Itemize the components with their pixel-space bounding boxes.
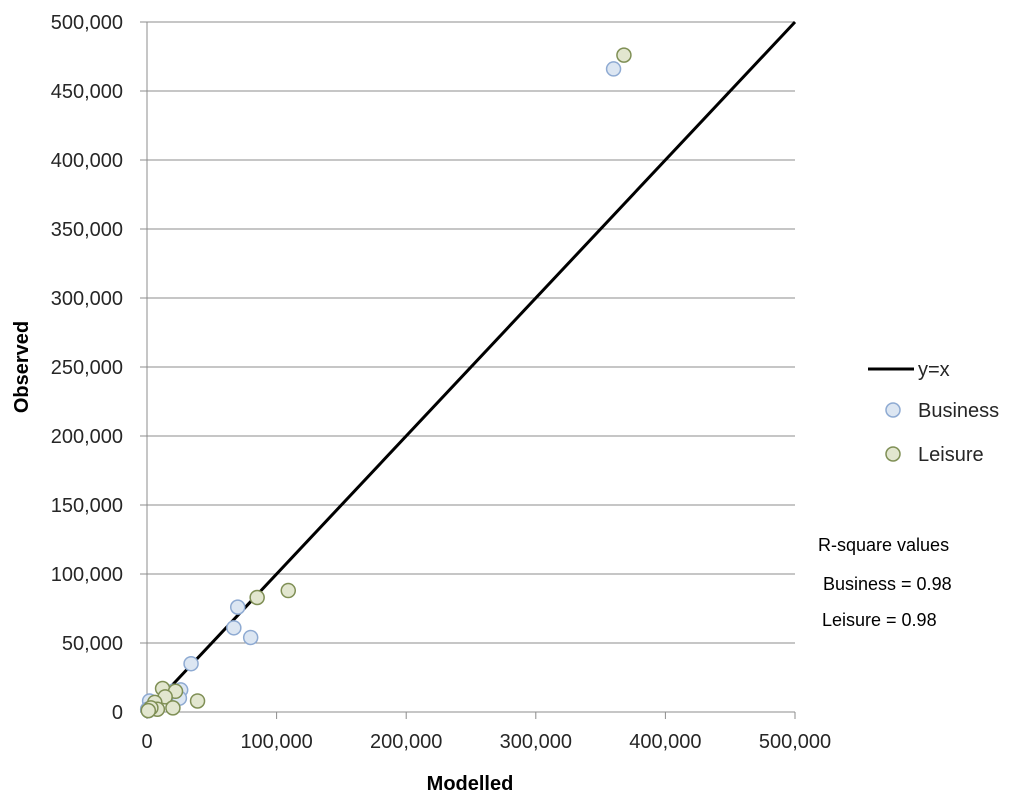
business-point <box>605 61 622 77</box>
y-tick-label: 400,000 <box>51 150 123 172</box>
legend-label-leisure: Leisure <box>918 444 984 466</box>
leisure-point <box>616 47 632 63</box>
legend-business-marker <box>885 402 901 418</box>
business-point <box>242 629 259 646</box>
leisure-point <box>280 582 297 599</box>
x-tick-label: 0 <box>141 731 152 753</box>
x-tick-label: 300,000 <box>500 731 572 753</box>
r-square-leisure: Leisure = 0.98 <box>822 610 937 630</box>
y-tick-label: 350,000 <box>51 219 123 241</box>
business-point <box>183 655 199 672</box>
leisure-point <box>189 693 206 709</box>
y-tick-label: 450,000 <box>51 81 123 103</box>
x-tick-label: 500,000 <box>759 731 831 753</box>
x-tick-label: 400,000 <box>629 731 701 753</box>
x-axis-title: Modelled <box>427 773 514 795</box>
leisure-point <box>249 589 265 606</box>
axes <box>146 22 796 719</box>
y-tick-label: 0 <box>112 702 123 724</box>
y-tick-label: 150,000 <box>51 495 123 517</box>
y-axis-title: Observed <box>11 321 33 413</box>
legend-leisure-marker <box>885 446 901 462</box>
business-point <box>226 620 242 636</box>
y-tick-label: 200,000 <box>51 426 123 448</box>
data-points <box>139 47 632 719</box>
r-square-title: R-square values <box>818 535 950 555</box>
r-square-business: Business = 0.98 <box>823 574 952 594</box>
leisure-point <box>140 702 157 719</box>
y-tick-labels: 0 50,000 100,000 150,000 200,000 250,000 300,0… <box>51 12 123 724</box>
leisure-point <box>165 700 181 716</box>
legend-label-yx: y=x <box>918 359 950 381</box>
y-tick-label: 500,000 <box>51 12 123 34</box>
x-tick-labels: 0 100,000 200,000 300,000 400,000 500,000 <box>141 731 831 753</box>
x-tick-label: 100,000 <box>240 731 312 753</box>
y-tick-label: 300,000 <box>51 288 123 310</box>
business-point <box>229 599 246 615</box>
y-tick-label: 250,000 <box>51 357 123 379</box>
y-tick-label: 100,000 <box>51 564 123 586</box>
legend: y=x Business Leisure <box>868 359 999 466</box>
legend-label-business: Business <box>918 400 999 422</box>
y-tick-label: 50,000 <box>62 633 123 655</box>
x-tick-label: 200,000 <box>370 731 442 753</box>
